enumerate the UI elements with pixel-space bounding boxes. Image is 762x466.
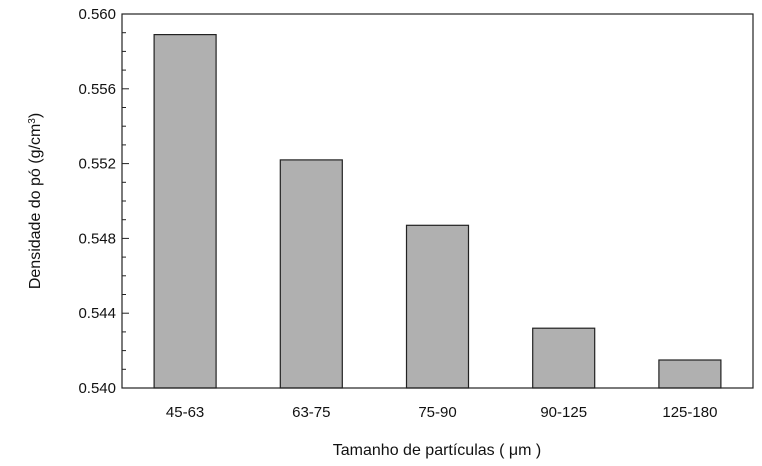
y-axis-title: Densidade do pó (g/cm3) <box>27 113 45 289</box>
x-tick-label: 63-75 <box>292 404 330 421</box>
x-axis-ticks: 45-63 63-75 75-90 90-125 125-180 <box>166 404 718 421</box>
y-axis-title-close: ) <box>27 113 44 118</box>
y-tick-label: 0.560 <box>78 6 116 23</box>
y-tick-label: 0.540 <box>78 380 116 397</box>
x-tick-label: 45-63 <box>166 404 204 421</box>
x-tick-label: 75-90 <box>418 404 456 421</box>
x-axis-title: Tamanho de partículas ( μm ) <box>333 442 541 459</box>
bars-group <box>153 33 722 389</box>
y-tick-label: 0.544 <box>78 305 116 322</box>
bar-90-125 <box>532 327 596 389</box>
y-tick-label: 0.552 <box>78 156 116 173</box>
bar-63-75 <box>279 159 343 389</box>
bar-75-90 <box>405 224 470 389</box>
y-tick-label: 0.556 <box>78 81 116 98</box>
y-axis-ticks: 0.540 0.544 0.548 0.552 0.556 0.560 <box>78 6 129 397</box>
y-tick-label: 0.548 <box>78 230 116 247</box>
plot-frame <box>121 13 754 389</box>
y-axis-title-superscript: 3 <box>27 118 38 124</box>
bar-45-63 <box>153 33 217 389</box>
y-axis-title-main: Densidade do pó (g/cm <box>27 124 44 289</box>
x-tick-label: 125-180 <box>662 404 717 421</box>
x-tick-label: 90-125 <box>540 404 587 421</box>
bar-125-180 <box>658 359 722 389</box>
